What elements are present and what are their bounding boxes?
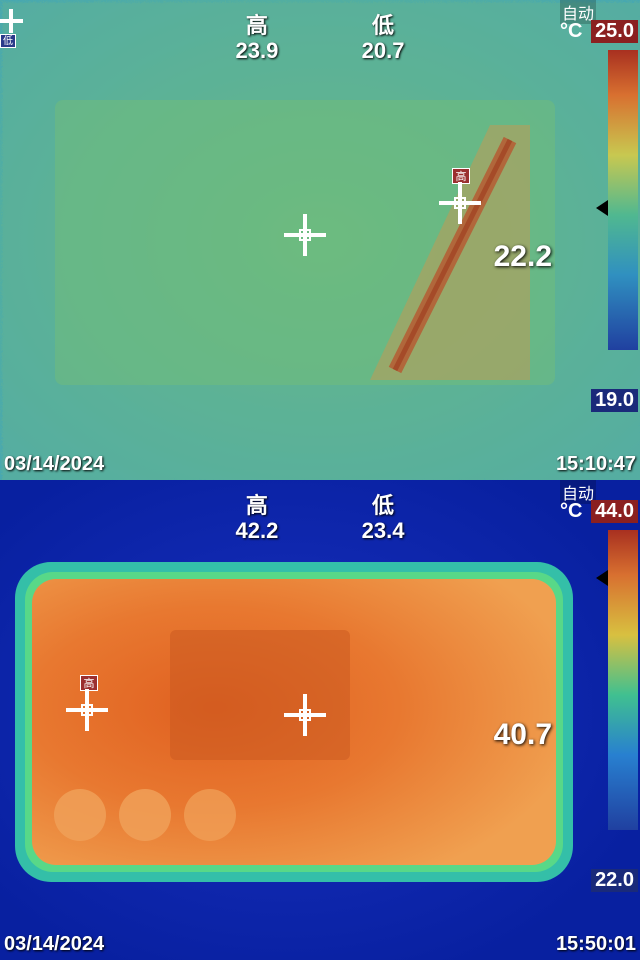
low-label: 低 <box>323 488 443 520</box>
high-label: 高 <box>197 8 317 40</box>
date-text: 03/14/2024 <box>4 933 104 956</box>
low-value: 20.7 <box>323 38 443 64</box>
overlay-top: 低 高 低 23.9 20.7 高 22.2 03/14/2024 15:10:… <box>0 0 640 480</box>
color-scale: 自动 °C 25.0 19.0 <box>560 0 640 480</box>
header-labels: 高 低 <box>0 8 640 40</box>
center-crosshair-icon <box>290 220 320 250</box>
date-text: 03/14/2024 <box>4 453 104 476</box>
scale-max-value: 25.0 <box>591 20 638 43</box>
center-crosshair-icon <box>290 700 320 730</box>
low-label: 低 <box>323 8 443 40</box>
header-values: 23.9 20.7 <box>0 38 640 64</box>
overlay-bottom: 高 低 42.2 23.4 高 40.7 03/14/2024 15:50:01… <box>0 480 640 960</box>
scale-marker-icon <box>596 200 608 216</box>
header-labels: 高 低 <box>0 488 640 520</box>
scale-marker-icon <box>596 570 608 586</box>
colorbar-icon <box>608 530 638 830</box>
center-temp-readout: 22.2 <box>494 240 552 274</box>
scale-max-value: 44.0 <box>591 500 638 523</box>
high-value: 42.2 <box>197 518 317 544</box>
hot-crosshair-icon <box>445 188 475 218</box>
thermal-panel-bottom: 高 低 42.2 23.4 高 40.7 03/14/2024 15:50:01… <box>0 480 640 960</box>
color-scale: 自动 °C 44.0 22.0 <box>560 480 640 960</box>
high-label: 高 <box>197 488 317 520</box>
header-values: 42.2 23.4 <box>0 518 640 544</box>
thermal-panel-top: 低 高 低 23.9 20.7 高 22.2 03/14/2024 15:10:… <box>0 0 640 480</box>
scale-unit-label: °C <box>560 20 582 43</box>
center-temp-readout: 40.7 <box>494 718 552 752</box>
low-value: 23.4 <box>323 518 443 544</box>
colorbar-icon <box>608 50 638 350</box>
scale-min-value: 19.0 <box>591 389 638 412</box>
scale-unit-label: °C <box>560 500 582 523</box>
high-value: 23.9 <box>197 38 317 64</box>
scale-min-value: 22.0 <box>591 869 638 892</box>
hot-marker-tag: 高 <box>80 675 98 691</box>
hot-crosshair-icon <box>72 695 102 725</box>
